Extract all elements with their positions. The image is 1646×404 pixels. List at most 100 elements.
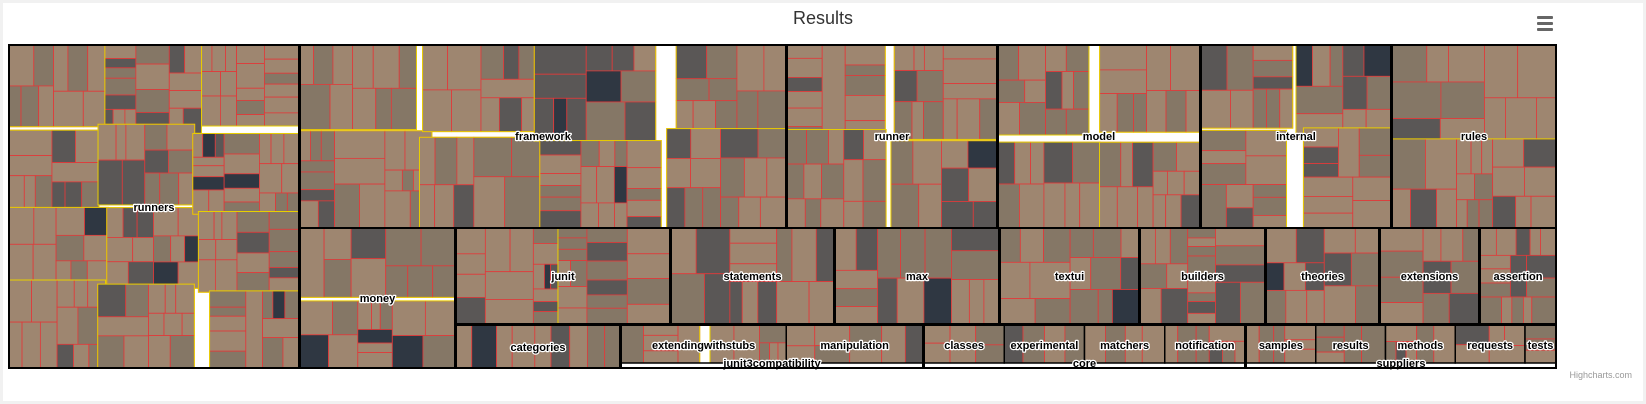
runners-leaf-cell[interactable] [106,237,134,263]
junit-leaf-cell[interactable] [626,278,671,305]
framework-leaf-cell[interactable] [511,136,542,178]
theories-leaf-cell[interactable] [1350,252,1380,287]
runners-leaf-cell[interactable] [208,189,225,215]
runners-leaf-cell[interactable] [168,72,202,91]
internal-leaf-cell[interactable] [1312,44,1331,87]
internal-leaf-cell[interactable] [1279,88,1294,129]
runner-leaf-cell[interactable] [968,167,998,202]
framework-leaf-cell[interactable] [620,70,657,103]
money-leaf-cell[interactable] [350,227,387,260]
rules-leaf-cell[interactable] [1515,195,1532,229]
runners-leaf-cell[interactable] [97,335,125,369]
runners-leaf-cell[interactable] [209,330,247,352]
money-leaf-cell[interactable] [357,300,373,330]
max-leaf-cell[interactable] [951,279,970,325]
framework-leaf-cell[interactable] [598,202,615,229]
internal-leaf-cell[interactable] [1252,44,1294,61]
runners-leaf-cell[interactable] [284,290,300,320]
extensions-leaf-cell[interactable] [1448,292,1480,325]
runners-leaf-cell[interactable] [264,112,300,127]
runners-leaf-cell[interactable] [209,306,247,317]
runners-leaf-cell[interactable] [282,337,300,369]
framework-leaf-cell[interactable] [352,44,374,89]
runners-leaf-cell[interactable] [82,90,106,128]
runner-leaf-cell[interactable] [821,44,846,143]
money-leaf-cell[interactable] [420,227,456,267]
runners-leaf-cell[interactable] [56,343,74,369]
extensions-leaf-cell[interactable] [1379,302,1424,325]
runners-leaf-cell[interactable] [236,87,265,101]
internal-leaf-cell[interactable] [1302,196,1354,214]
rules-leaf-cell[interactable] [1484,97,1506,145]
runner-leaf-cell[interactable] [911,101,924,140]
internal-leaf-cell[interactable] [1358,127,1392,156]
statements-leaf-cell[interactable] [729,281,743,325]
runners-leaf-cell[interactable] [55,234,85,262]
assertion-leaf-cell[interactable] [1479,254,1511,270]
builders-leaf-cell[interactable] [1215,245,1266,266]
tests-leaf-cell[interactable] [1524,349,1557,364]
statements-leaf-cell[interactable] [808,281,835,325]
runner-leaf-cell[interactable] [972,201,998,229]
runners-leaf-cell[interactable] [264,83,300,98]
assertion-leaf-cell[interactable] [1511,296,1524,325]
builders-leaf-cell[interactable] [1187,292,1216,302]
model-leaf-cell[interactable] [1165,194,1182,229]
internal-leaf-cell[interactable] [1226,44,1254,91]
extendingwithstubs-leaf-cell[interactable] [620,324,644,364]
model-leaf-cell[interactable] [1065,44,1090,72]
runners-leaf-cell[interactable] [211,44,226,72]
internal-leaf-cell[interactable] [1358,154,1392,178]
runners-leaf-cell[interactable] [153,235,172,263]
junit-leaf-cell[interactable] [586,307,628,325]
model-leaf-cell[interactable] [1132,141,1154,188]
runner-leaf-cell[interactable] [912,140,942,185]
runners-leaf-cell[interactable] [197,259,216,293]
framework-leaf-cell[interactable] [372,44,400,89]
runners-leaf-cell[interactable] [106,207,124,238]
framework-leaf-cell[interactable] [334,157,386,185]
junit-leaf-cell[interactable] [484,271,534,300]
assertion-leaf-cell[interactable] [1479,282,1511,298]
runners-leaf-cell[interactable] [104,67,137,79]
runners-leaf-cell[interactable] [209,350,247,369]
framework-leaf-cell[interactable] [533,73,587,99]
rules-leaf-cell[interactable] [1456,199,1468,229]
textui-leaf-cell[interactable] [1097,289,1113,325]
rules-leaf-cell[interactable] [1470,138,1483,175]
junit-leaf-cell[interactable] [557,307,588,325]
framework-leaf-cell[interactable] [539,185,582,198]
model-leaf-cell[interactable] [1146,44,1171,91]
max-leaf-cell[interactable] [896,277,925,325]
runners-leaf-cell[interactable] [225,44,237,72]
rules-leaf-cell[interactable] [1391,138,1426,190]
runners-leaf-cell[interactable] [264,58,300,74]
runners-leaf-cell[interactable] [268,228,300,253]
framework-leaf-cell[interactable] [453,184,475,229]
builders-leaf-cell[interactable] [1187,227,1216,239]
builders-leaf-cell[interactable] [1215,227,1266,247]
runner-leaf-cell[interactable] [923,44,944,71]
runners-leaf-cell[interactable] [170,235,186,263]
runners-leaf-cell[interactable] [264,72,300,85]
runners-leaf-cell[interactable] [135,89,170,113]
runners-leaf-cell[interactable] [20,85,40,128]
framework-leaf-cell[interactable] [334,130,386,159]
runner-leaf-cell[interactable] [942,44,998,60]
model-leaf-cell[interactable] [1099,141,1122,188]
runners-leaf-cell[interactable] [33,206,57,245]
runner-leaf-cell[interactable] [786,107,823,128]
framework-leaf-cell[interactable] [626,188,662,201]
notification-leaf-cell[interactable] [1234,340,1246,364]
textui-leaf-cell[interactable] [1029,261,1071,300]
max-leaf-cell[interactable] [951,250,1000,280]
runners-leaf-cell[interactable] [121,159,146,206]
runner-leaf-cell[interactable] [786,91,823,109]
max-leaf-cell[interactable] [951,227,1000,252]
framework-leaf-cell[interactable] [580,166,598,204]
runners-leaf-cell[interactable] [73,343,90,369]
junit-leaf-cell[interactable] [626,303,671,325]
framework-leaf-cell[interactable] [299,189,335,202]
runners-leaf-cell[interactable] [104,44,137,59]
runners-leaf-cell[interactable] [167,149,196,174]
